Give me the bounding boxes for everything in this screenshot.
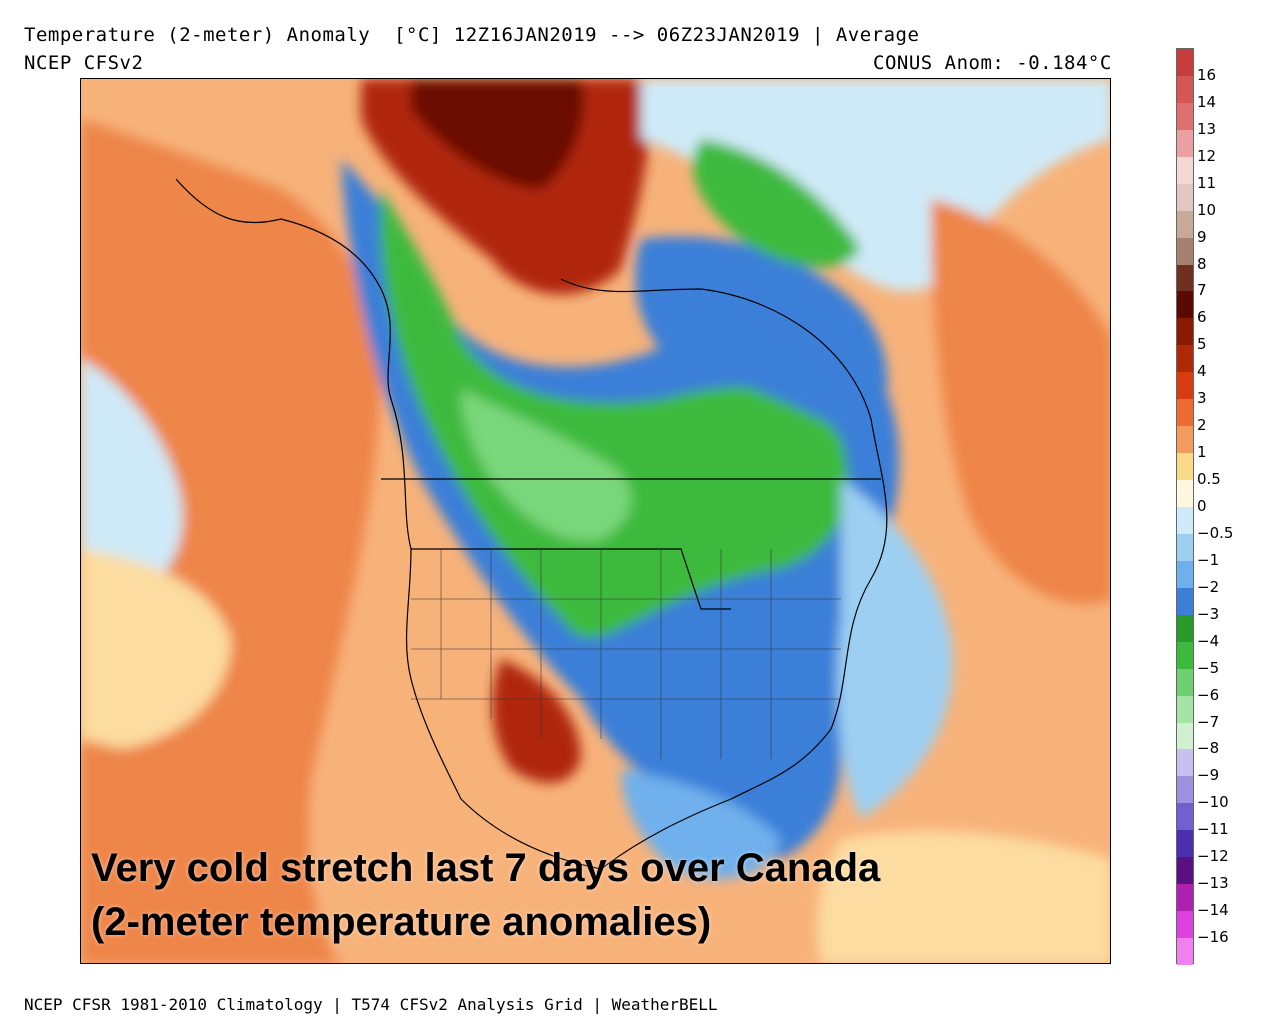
legend-swatch bbox=[1177, 533, 1193, 562]
coastlines bbox=[175, 178, 888, 870]
legend-tick-label: −1 bbox=[1197, 550, 1220, 569]
caption-line-1: Very cold stretch last 7 days over Canad… bbox=[91, 846, 881, 890]
legend-tick-label: 5 bbox=[1197, 335, 1207, 354]
legend-swatch bbox=[1177, 938, 1193, 966]
legend-tick-label: −0.5 bbox=[1197, 523, 1234, 542]
gulf-cool bbox=[621, 769, 781, 879]
map-canvas bbox=[81, 79, 1110, 963]
legend-swatch bbox=[1177, 75, 1193, 104]
legend-swatch bbox=[1177, 776, 1193, 804]
footer-credits: NCEP CFSR 1981-2010 Climatology | T574 C… bbox=[24, 995, 718, 1014]
atlantic-warm bbox=[931, 199, 1110, 605]
legend-tick-label: 3 bbox=[1197, 389, 1207, 408]
state-borders bbox=[411, 549, 841, 759]
us-state-lines bbox=[411, 548, 731, 610]
legend-swatch bbox=[1177, 453, 1193, 481]
canada-very-cold bbox=[380, 189, 849, 638]
legend-swatch bbox=[1177, 372, 1193, 400]
legend-swatch bbox=[1177, 183, 1193, 212]
legend-swatch bbox=[1177, 722, 1193, 750]
legend-swatch bbox=[1177, 587, 1193, 616]
legend-tick-label: −13 bbox=[1197, 874, 1229, 893]
legend-swatch bbox=[1177, 884, 1193, 912]
legend-tick-label: −7 bbox=[1197, 712, 1220, 731]
baffin-cold bbox=[693, 139, 861, 268]
legend-swatch bbox=[1177, 911, 1193, 939]
legend-swatch bbox=[1177, 695, 1193, 724]
caribbean-light bbox=[817, 830, 1110, 963]
legend-swatch bbox=[1177, 210, 1193, 239]
legend-swatch bbox=[1177, 156, 1193, 185]
southwest-hot bbox=[492, 659, 581, 783]
atlantic-cool bbox=[837, 479, 953, 819]
legend-tick-label: −16 bbox=[1197, 928, 1229, 947]
legend-swatch bbox=[1177, 264, 1193, 292]
legend-swatch bbox=[1177, 507, 1193, 535]
greenland-cool bbox=[641, 79, 1110, 292]
color-legend bbox=[1176, 48, 1194, 966]
legend-tick-label: 8 bbox=[1197, 254, 1207, 273]
legend-tick-label: −4 bbox=[1197, 631, 1220, 650]
legend-tick-label: 6 bbox=[1197, 308, 1207, 327]
legend-tick-label: −2 bbox=[1197, 577, 1220, 596]
legend-swatch bbox=[1177, 668, 1193, 697]
legend-tick-label: 1 bbox=[1197, 443, 1207, 462]
legend-swatch bbox=[1177, 480, 1193, 508]
legend-swatch bbox=[1177, 830, 1193, 858]
legend-tick-label: −12 bbox=[1197, 847, 1229, 866]
legend-swatch bbox=[1177, 237, 1193, 266]
model-name: NCEP CFSv2 bbox=[24, 52, 144, 74]
caption: Very cold stretch last 7 days over Canad… bbox=[91, 841, 880, 949]
legend-swatch bbox=[1177, 803, 1193, 831]
legend-swatch bbox=[1177, 614, 1193, 643]
legend-swatch bbox=[1177, 102, 1193, 131]
legend-tick-label: 11 bbox=[1197, 173, 1217, 192]
legend-swatch bbox=[1177, 641, 1193, 670]
legend-tick-label: −5 bbox=[1197, 658, 1220, 677]
legend-swatch bbox=[1177, 129, 1193, 158]
legend-tick-label: 16 bbox=[1197, 65, 1217, 84]
chart-title: Temperature (2-meter) Anomaly [°C] 12Z16… bbox=[24, 24, 920, 46]
legend-tick-label: 0 bbox=[1197, 497, 1207, 515]
legend-tick-label: 2 bbox=[1197, 416, 1207, 435]
legend-swatch bbox=[1177, 749, 1193, 777]
legend-swatch bbox=[1177, 857, 1193, 885]
legend-tick-label: 0.5 bbox=[1197, 470, 1221, 489]
legend-tick-label: −8 bbox=[1197, 739, 1220, 758]
anomaly-map: Very cold stretch last 7 days over Canad… bbox=[80, 78, 1111, 964]
conus-anomaly: CONUS Anom: -0.184°C bbox=[873, 52, 1112, 74]
legend-tick-label: 7 bbox=[1197, 281, 1207, 300]
caption-line-2: (2-meter temperature anomalies) bbox=[91, 900, 712, 944]
legend-swatch bbox=[1177, 345, 1193, 373]
legend-tick-label: 10 bbox=[1197, 200, 1217, 219]
legend-tick-label: −14 bbox=[1197, 901, 1229, 920]
legend-tick-label: −3 bbox=[1197, 604, 1220, 623]
legend-swatch bbox=[1177, 560, 1193, 589]
legend-tick-label: 13 bbox=[1197, 119, 1217, 138]
legend-tick-label: 9 bbox=[1197, 227, 1207, 246]
arctic-hot-core bbox=[411, 79, 584, 189]
continent-outline bbox=[175, 178, 888, 870]
legend-tick-label: 4 bbox=[1197, 362, 1207, 381]
legend-swatch bbox=[1177, 318, 1193, 346]
legend-tick-label: −9 bbox=[1197, 766, 1220, 785]
legend-swatch bbox=[1177, 399, 1193, 427]
legend-tick-label: −10 bbox=[1197, 793, 1229, 812]
legend-swatch bbox=[1177, 426, 1193, 454]
pacific-light-patch bbox=[81, 549, 231, 749]
pacific-warm bbox=[81, 119, 381, 963]
hudson-cold bbox=[635, 236, 888, 439]
legend-tick-label: 12 bbox=[1197, 146, 1217, 165]
legend-swatch bbox=[1177, 49, 1193, 77]
legend-tick-label: −11 bbox=[1197, 820, 1229, 839]
prairies-extreme-cold bbox=[461, 389, 631, 541]
legend-tick-label: −6 bbox=[1197, 685, 1220, 704]
legend-swatch bbox=[1177, 291, 1193, 319]
legend-tick-label: 14 bbox=[1197, 92, 1217, 111]
